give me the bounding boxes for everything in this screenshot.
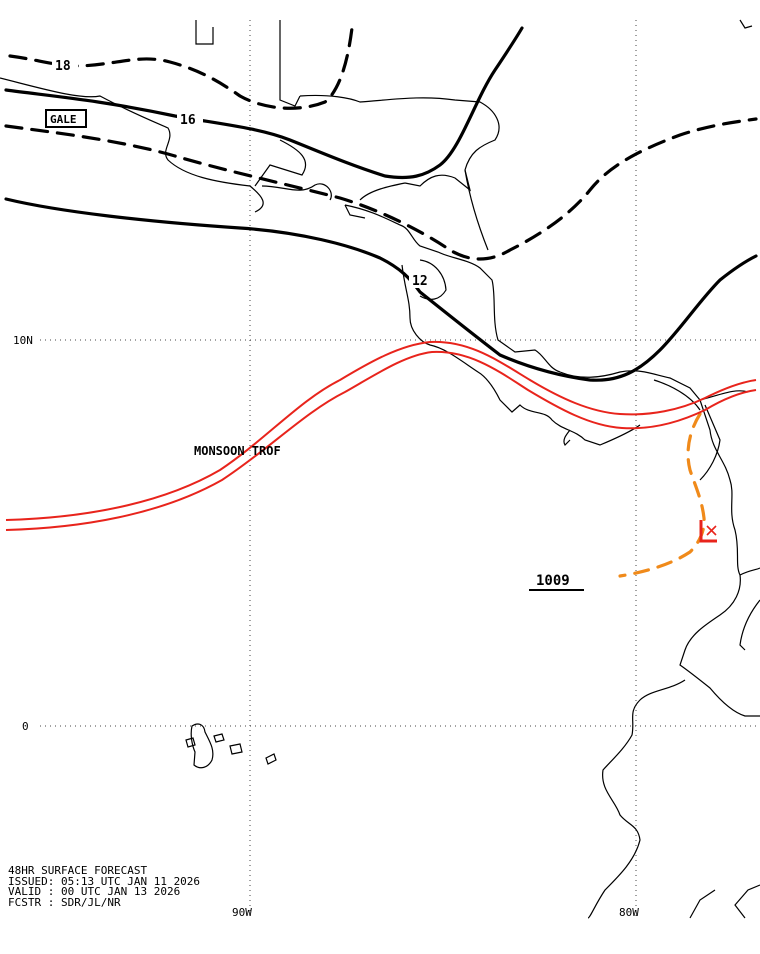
gale-box: GALE <box>45 109 87 128</box>
isobars <box>4 26 758 382</box>
coastlines <box>0 19 760 919</box>
isobar-label-12: 12 <box>412 274 428 289</box>
gale-label: GALE <box>50 113 77 126</box>
isobar-12 <box>4 197 758 382</box>
monsoon-trough-label: MONSOON TROF <box>194 444 281 458</box>
low-l-icon <box>699 520 717 543</box>
monsoon-trough-line-b <box>5 350 757 531</box>
lat-label-10n: 10N <box>13 334 33 347</box>
lon-label-80w: 80W <box>619 906 639 919</box>
lat-label-0: 0 <box>22 720 29 733</box>
lon-label-90w: 90W <box>232 906 252 919</box>
low-pressure-value: 1009 <box>536 573 570 589</box>
graticule <box>40 20 760 918</box>
footer-forecaster: FCSTR : SDR/JL/NR <box>8 895 121 909</box>
monsoon-trough <box>5 340 757 531</box>
footer-valid: VALID : 00 UTC JAN 13 2026 <box>8 885 181 898</box>
footer-title: 48HR SURFACE FORECAST <box>8 864 148 877</box>
isobar-labels: 18 16 12 <box>52 56 435 289</box>
forecast-info: 48HR SURFACE FORECAST ISSUED: 05:13 UTC J… <box>8 864 201 909</box>
isobar-14 <box>4 117 758 261</box>
trough <box>618 412 706 578</box>
isobar-16 <box>4 26 524 180</box>
trough-line <box>618 412 706 578</box>
low-pressure-center <box>699 520 717 543</box>
isobar-label-18: 18 <box>55 59 71 74</box>
footer-issued: ISSUED: 05:13 UTC JAN 11 2026 <box>8 874 201 888</box>
low-center-x-icon <box>706 525 717 536</box>
isobar-label-16: 16 <box>180 113 196 128</box>
monsoon-trough-line-a <box>5 340 757 521</box>
